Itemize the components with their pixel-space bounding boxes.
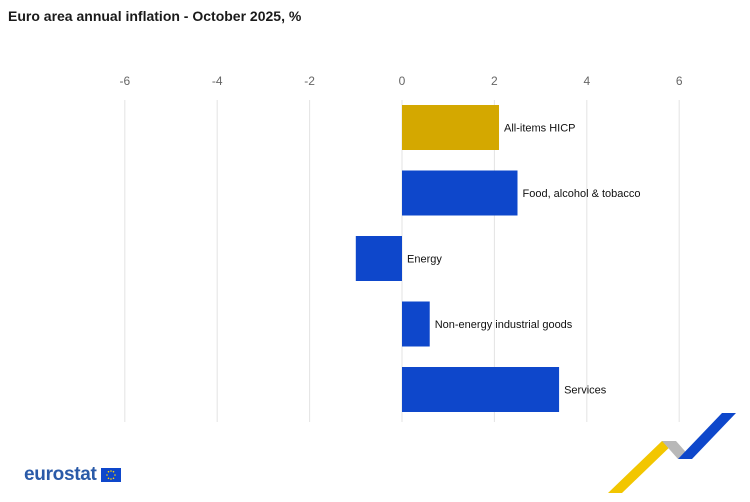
chart-title: Euro area annual inflation - October 202…: [8, 8, 302, 24]
bar[interactable]: [355, 236, 402, 281]
category-label: Services: [564, 385, 607, 397]
bar[interactable]: [402, 301, 430, 347]
bars: [355, 105, 560, 412]
category-label: Food, alcohol & tobacco: [523, 188, 641, 200]
x-tick-label: 4: [583, 74, 590, 88]
category-label: All-items HICP: [504, 123, 576, 135]
logo-text: eurostat: [24, 464, 97, 485]
bar-labels: All-items HICP Food, alcohol & tobacco Ene…: [407, 123, 641, 397]
eurostat-logo: eurostat: [24, 464, 121, 486]
x-tick-label: 2: [491, 74, 498, 88]
x-tick-label: -2: [304, 74, 315, 88]
bar[interactable]: [402, 105, 500, 150]
x-axis-ticks: -6 -4 -2 0 2 4 6: [119, 74, 682, 88]
bar[interactable]: [402, 367, 560, 412]
x-tick-label: 0: [399, 74, 406, 88]
eu-flag-icon: [100, 468, 121, 482]
category-label: Non-energy industrial goods: [435, 319, 573, 331]
bar[interactable]: [402, 170, 518, 216]
x-tick-label: -4: [212, 74, 223, 88]
x-tick-label: 6: [676, 74, 683, 88]
category-label: Energy: [407, 254, 442, 266]
decorative-chevron-icon: [608, 413, 736, 493]
x-tick-label: -6: [119, 74, 130, 88]
